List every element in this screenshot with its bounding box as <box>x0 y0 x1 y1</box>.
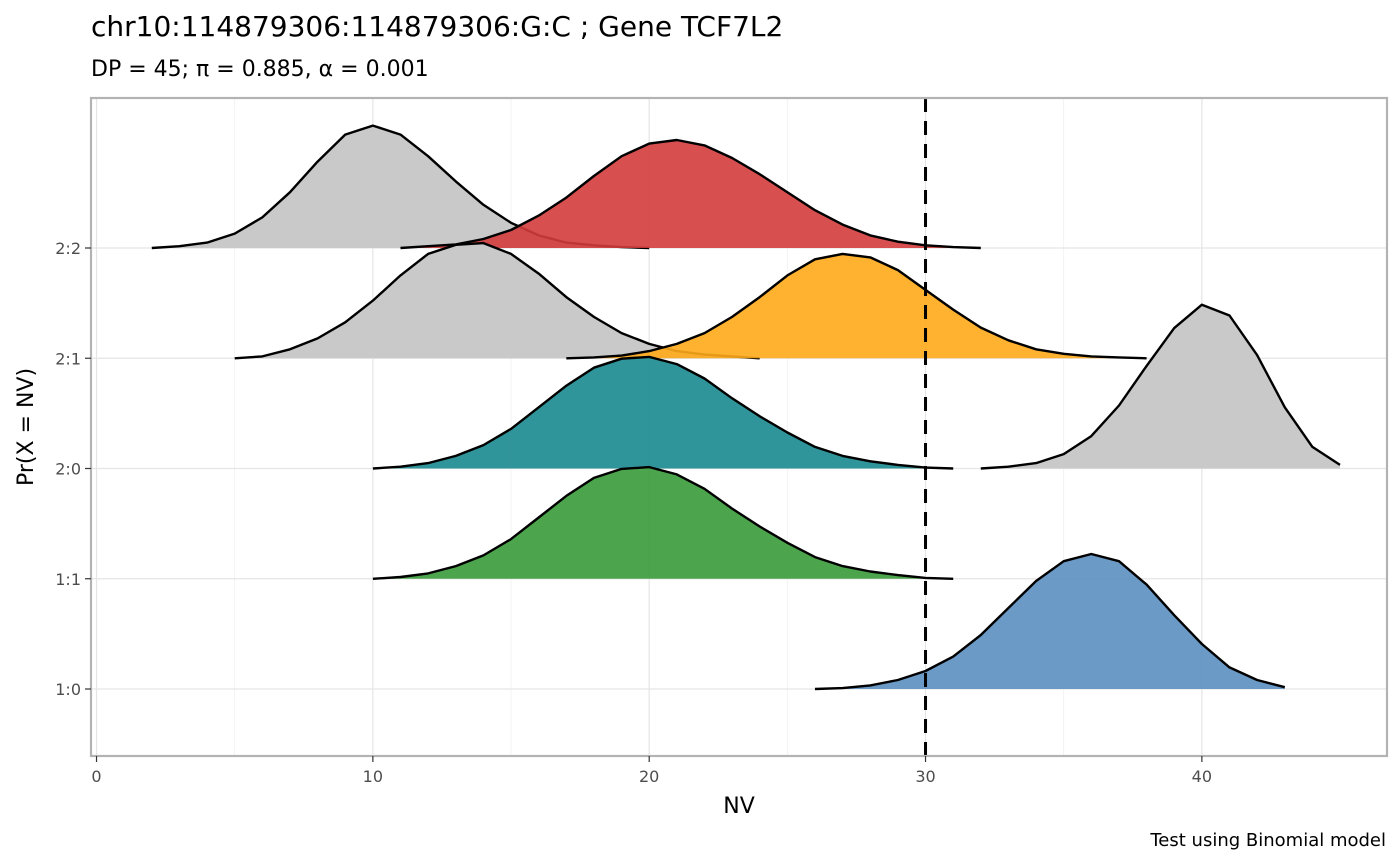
ridge-outline-1-1 <box>372 465 954 580</box>
ridge-area-2-2 <box>400 140 981 248</box>
x-axis-title: NV <box>723 794 755 819</box>
y-tick-label: 2:1 <box>55 349 81 368</box>
ridge-outline-2-0 <box>980 303 1341 470</box>
y-tick-label: 2:2 <box>55 239 81 258</box>
ridge-area-2-0 <box>980 304 1340 469</box>
ridge-area-2-1 <box>566 253 1147 359</box>
x-tick-label: 30 <box>915 767 935 786</box>
ridge-area-2-1 <box>234 243 760 359</box>
ridge-outline-1-0 <box>814 552 1286 691</box>
ridge-outline-2-0 <box>372 355 954 470</box>
ridge-area-2-2 <box>151 125 650 248</box>
ridge-outline-2-1 <box>566 252 1147 360</box>
chart-subtitle: DP = 45; π = 0.885, α = 0.001 <box>91 57 429 82</box>
x-axis-ticks: 0 10 20 30 40 <box>91 756 1212 786</box>
x-tick-label: 0 <box>91 767 101 786</box>
y-axis-ticks: 1:0 1:1 2:0 2:1 2:2 <box>55 239 91 699</box>
chart-title: chr10:114879306:114879306:G:C ; Gene TCF… <box>91 10 783 43</box>
x-tick-label: 20 <box>639 767 659 786</box>
chart-caption: Test using Binomial model <box>1149 830 1386 851</box>
density-curves <box>151 124 1341 691</box>
ridge-area-2-0 <box>372 356 954 469</box>
ridge-outline-2-2 <box>400 138 981 250</box>
x-tick-label: 10 <box>363 767 383 786</box>
y-tick-label: 2:0 <box>55 460 81 479</box>
ridge-area-1-1 <box>372 467 954 579</box>
ridge-area-1-0 <box>815 554 1285 689</box>
y-tick-label: 1:0 <box>55 680 81 699</box>
x-tick-label: 40 <box>1192 767 1212 786</box>
y-tick-label: 1:1 <box>55 570 81 589</box>
y-axis-title: Pr(X = NV) <box>14 368 39 486</box>
panel-border <box>89 96 1389 758</box>
